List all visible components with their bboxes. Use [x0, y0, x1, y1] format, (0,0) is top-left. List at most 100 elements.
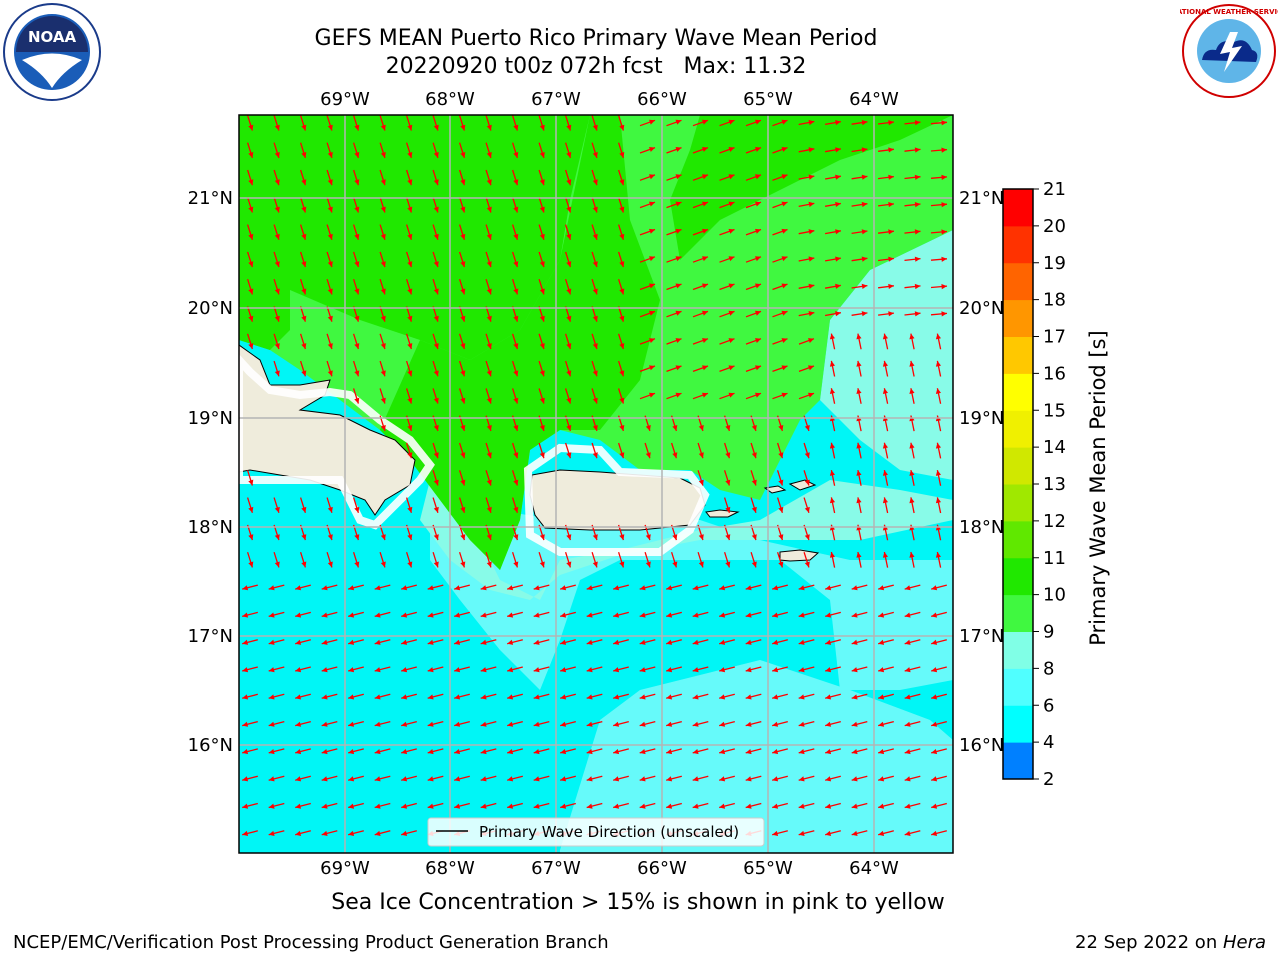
- wave-arrow-head: [808, 229, 815, 235]
- colorbar-segment: [1003, 225, 1033, 264]
- wave-arrow-head: [851, 830, 858, 836]
- wave-arrow-head: [539, 179, 545, 186]
- wave-arrow-head: [941, 202, 947, 208]
- wave-arrow-head: [728, 119, 735, 125]
- wave-arrow-head: [533, 585, 540, 591]
- wave-arrow-head: [592, 152, 598, 158]
- wave-arrow-head: [941, 311, 947, 317]
- wave-arrow-head: [513, 233, 519, 240]
- wave-arrow-head: [327, 124, 333, 131]
- wave-arrow-head: [407, 152, 413, 158]
- wave-arrow-head: [513, 343, 519, 349]
- wave-arrow-head: [460, 370, 466, 377]
- wave-arrow-head: [454, 639, 461, 645]
- wave-arrow-head: [401, 721, 408, 727]
- wave-arrow-head: [909, 360, 915, 367]
- wave-arrow-head: [878, 585, 885, 591]
- wave-arrow-head: [539, 261, 545, 268]
- wave-arrow-head: [835, 120, 841, 126]
- wave-arrow-head: [374, 612, 381, 618]
- wave-arrow-head: [619, 152, 625, 158]
- wave-arrow-head: [825, 721, 832, 727]
- wave-arrow-head: [327, 233, 333, 240]
- wave-arrow-head: [702, 119, 708, 125]
- wave-arrow-head: [586, 803, 593, 809]
- wave-arrow-head: [460, 206, 466, 213]
- wave-arrow-head: [268, 830, 275, 836]
- wave-arrow-head: [702, 147, 708, 152]
- wave-arrow-head: [427, 694, 434, 700]
- wave-arrow-head: [904, 612, 911, 618]
- wave-arrow-head: [666, 694, 673, 700]
- wave-arrow-head: [619, 261, 625, 268]
- wave-arrow-head: [513, 561, 519, 568]
- wave-arrow-head: [755, 228, 761, 234]
- colorbar-segment: [1003, 557, 1033, 596]
- wave-arrow-head: [725, 506, 731, 513]
- wave-arrow-head: [566, 452, 572, 459]
- wave-arrow-head: [586, 585, 593, 591]
- wave-arrow-head: [380, 397, 386, 404]
- wave-arrow-head: [480, 803, 487, 809]
- wave-arrow-head: [380, 261, 386, 268]
- wave-arrow-head: [692, 749, 699, 755]
- wave-arrow-head: [798, 667, 805, 673]
- footer-date-text: 22 Sep 2022 on: [1075, 932, 1223, 953]
- wave-arrow-head: [941, 120, 947, 126]
- wave-arrow-head: [639, 721, 646, 727]
- wave-arrow-head: [380, 124, 386, 131]
- wave-arrow-head: [486, 397, 492, 404]
- wave-arrow-head: [513, 534, 519, 541]
- wave-arrow-head: [242, 639, 249, 645]
- wave-arrow-head: [380, 315, 386, 322]
- wave-arrow-head: [639, 612, 646, 618]
- wave-arrow-head: [725, 452, 731, 459]
- wave-arrow-head: [941, 147, 947, 153]
- wave-arrow-head: [380, 343, 386, 349]
- caption: Sea Ice Concentration > 15% is shown in …: [331, 890, 945, 915]
- wave-arrow-head: [533, 776, 540, 782]
- wave-arrow-head: [702, 201, 708, 207]
- wave-arrow-head: [460, 561, 466, 568]
- wave-arrow-head: [649, 283, 655, 289]
- wave-arrow-head: [513, 397, 519, 404]
- wave-arrow-head: [460, 397, 466, 404]
- wave-arrow-head: [327, 370, 333, 377]
- wave-arrow-head: [882, 470, 888, 476]
- wave-arrow-head: [460, 288, 466, 295]
- wave-arrow-head: [274, 261, 280, 268]
- colorbar: [1002, 188, 1034, 780]
- wave-arrow-head: [321, 803, 328, 809]
- wave-arrow-head: [745, 749, 752, 755]
- wave-arrow-head: [354, 315, 360, 322]
- wave-arrow-head: [480, 667, 487, 673]
- wave-arrow-head: [675, 228, 682, 234]
- wave-arrow-head: [755, 174, 761, 180]
- lat-label: 19°N: [959, 408, 1004, 429]
- wave-arrow-head: [274, 152, 280, 158]
- wave-arrow-head: [931, 803, 938, 809]
- pale-aqua-band: [420, 480, 953, 600]
- wave-arrow-head: [539, 397, 545, 404]
- wave-arrow-head: [295, 749, 302, 755]
- wave-arrow-head: [242, 585, 249, 591]
- wave-arrow-head: [941, 284, 947, 290]
- colorbar-tick-label: 18: [1043, 290, 1066, 311]
- colorbar-segment: [1003, 520, 1033, 559]
- wave-arrow-head: [513, 479, 519, 486]
- wave-arrow-head: [781, 147, 788, 152]
- wave-arrow-head: [248, 206, 254, 213]
- wave-arrow-head: [533, 694, 540, 700]
- wave-arrow-head: [513, 452, 519, 459]
- wave-arrow-head: [327, 288, 333, 295]
- wave-arrow-head: [825, 830, 832, 836]
- lon-label: 64°W: [849, 89, 899, 110]
- wave-arrow-head: [268, 776, 275, 782]
- colorbar-tick-label: 19: [1043, 253, 1066, 274]
- wave-arrow-head: [935, 497, 941, 504]
- wave-arrow-head: [301, 261, 307, 268]
- wave-arrow-head: [882, 442, 888, 449]
- wave-arrow-head: [560, 803, 567, 809]
- wave-arrow-head: [728, 392, 735, 398]
- wave-arrow-head: [904, 585, 911, 591]
